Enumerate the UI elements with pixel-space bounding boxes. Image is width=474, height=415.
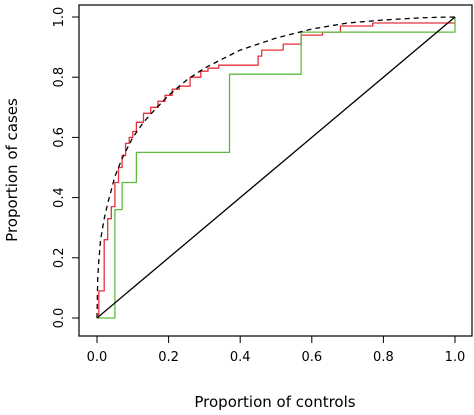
x-tick-label: 0.8 xyxy=(373,350,394,365)
x-tick-label: 0.0 xyxy=(87,350,108,365)
roc-step-red xyxy=(97,22,455,319)
x-tick-label: 1.0 xyxy=(445,350,466,365)
plot-frame xyxy=(78,4,473,337)
roc-smooth-dashed xyxy=(96,16,456,319)
y-axis-title: Proportion of cases xyxy=(3,98,21,242)
axes-layer: 0.0 0.2 0.4 0.6 0.8 1.0 0.0 0.2 0.4 0.6 0.8 1.0 xyxy=(52,7,465,365)
diagonal-reference-line xyxy=(96,16,456,319)
y-tick-label: 0.4 xyxy=(52,187,67,208)
y-tick-label: 1.0 xyxy=(52,7,67,28)
y-tick-label: 0.6 xyxy=(52,127,67,148)
series-layer xyxy=(96,16,456,319)
y-tick-label: 0.8 xyxy=(52,67,67,88)
x-tick-label: 0.4 xyxy=(230,350,251,365)
x-tick-label: 0.2 xyxy=(158,350,179,365)
x-tick-label: 0.6 xyxy=(301,350,322,365)
y-tick-label: 0.0 xyxy=(52,308,67,329)
y-tick-label: 0.2 xyxy=(52,247,67,268)
x-axis-title: Proportion of controls xyxy=(194,393,355,411)
